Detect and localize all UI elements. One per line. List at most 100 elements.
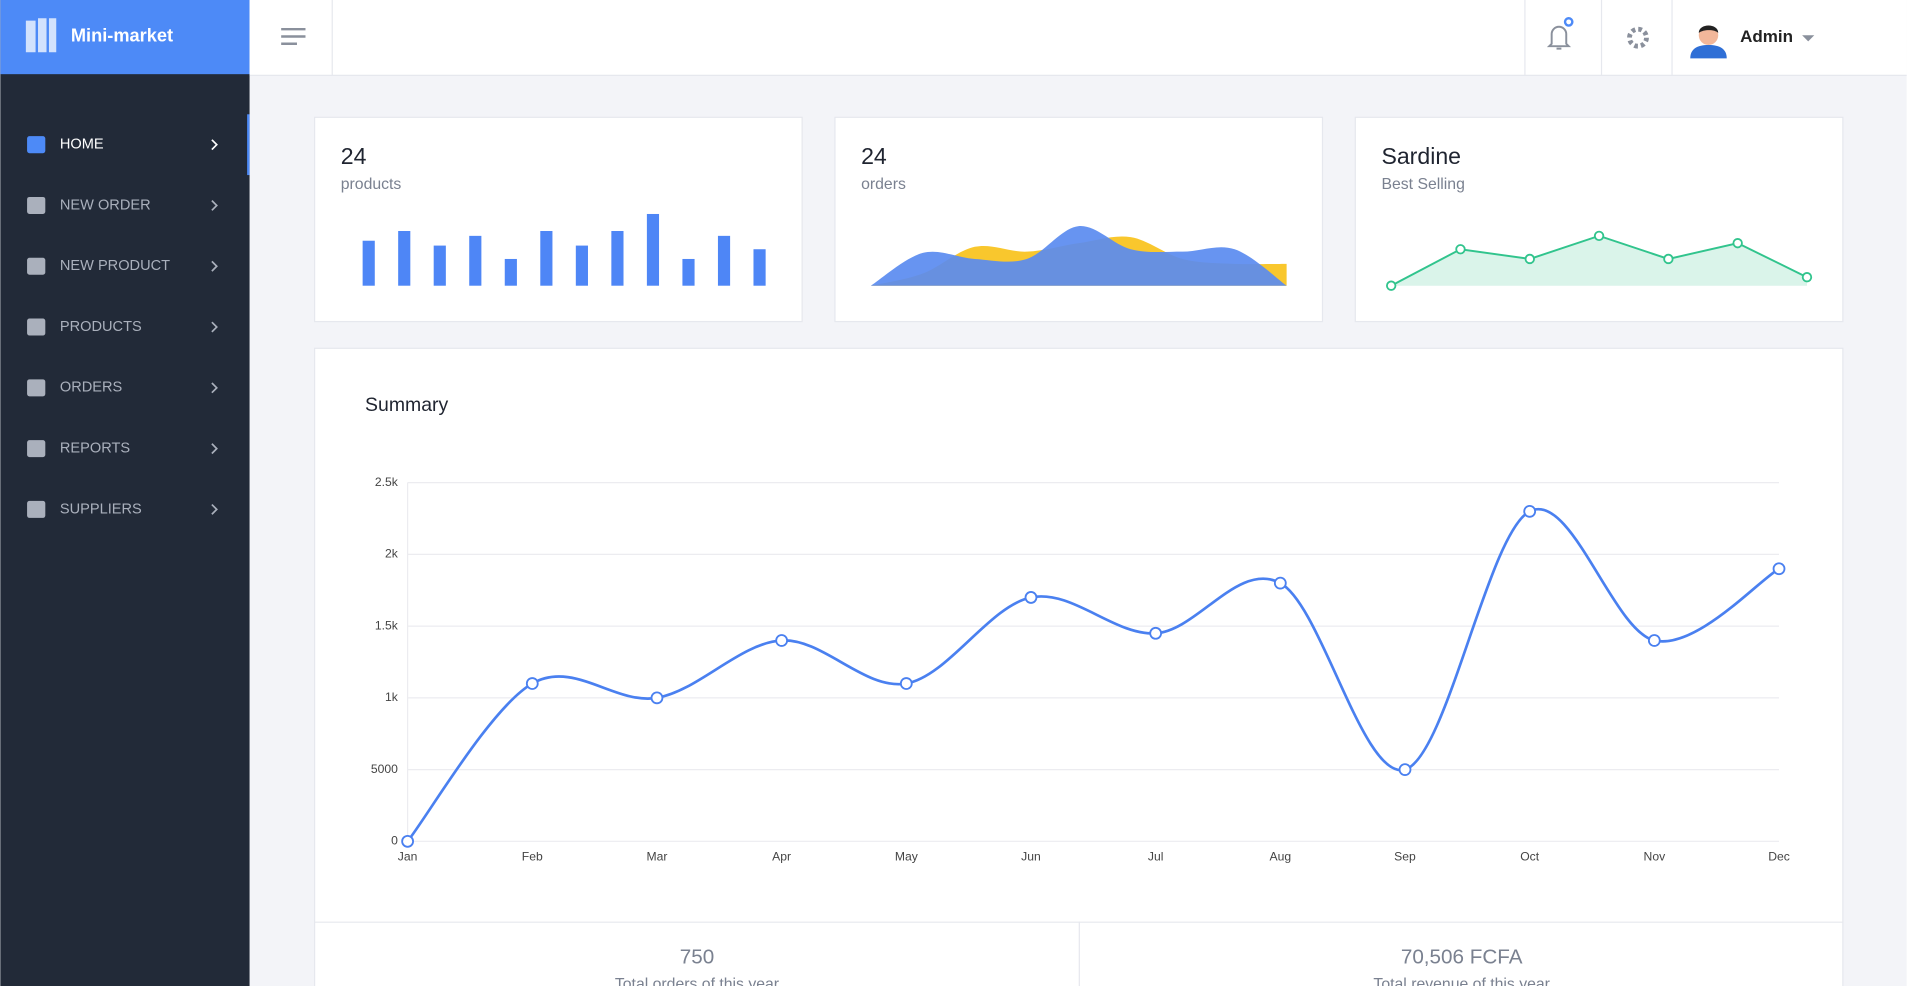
summary-title: Summary	[365, 394, 448, 416]
nav-chevron[interactable]	[211, 382, 218, 394]
nav-icon[interactable]	[27, 196, 46, 214]
point	[1524, 253, 1535, 265]
point	[1663, 253, 1674, 265]
point[interactable]	[1647, 634, 1661, 647]
x-tick-label: May	[895, 849, 919, 863]
point[interactable]	[899, 677, 913, 690]
point[interactable]	[1772, 562, 1786, 576]
y-tick-label: 0	[391, 834, 398, 848]
point	[1593, 230, 1605, 242]
bar	[504, 258, 517, 286]
bar	[398, 230, 411, 286]
area-fill	[1391, 235, 1807, 286]
stat-label: Total revenue of this year	[1373, 976, 1550, 986]
nav-chevron[interactable]	[211, 200, 218, 211]
nav-item[interactable]: NEW ORDER	[60, 197, 151, 213]
point[interactable]	[1523, 504, 1537, 518]
point[interactable]	[1024, 591, 1038, 604]
point[interactable]	[775, 634, 789, 647]
area	[870, 226, 1287, 286]
y-tick-label: 1k	[385, 690, 399, 704]
y-tick-label: 1.5k	[375, 618, 399, 632]
stat-value: 70,506 FCFA	[1401, 945, 1523, 968]
x-tick-label: Sep	[1394, 849, 1416, 863]
x-tick-label: Jun	[1021, 849, 1041, 863]
nav-icon[interactable]	[27, 136, 46, 154]
user-name[interactable]: Admin	[1740, 27, 1793, 46]
x-tick-label: Mar	[646, 849, 667, 863]
point	[1732, 237, 1743, 249]
bar	[717, 235, 731, 286]
nav-item[interactable]: ORDERS	[60, 380, 123, 396]
brand-logo	[25, 18, 57, 53]
bar	[753, 249, 766, 286]
user-dropdown[interactable]	[1802, 35, 1815, 42]
nav-icon[interactable]	[27, 257, 46, 275]
card-subtitle: Best Selling	[1381, 176, 1464, 193]
stat-label: Total orders of this year	[615, 976, 779, 986]
point[interactable]	[1149, 626, 1163, 640]
active-indicator	[247, 114, 250, 176]
bar	[682, 258, 695, 286]
card-title: 24	[341, 143, 367, 169]
point	[1455, 244, 1466, 255]
point[interactable]	[401, 834, 414, 848]
point[interactable]	[525, 677, 539, 690]
bar	[646, 213, 660, 286]
point[interactable]	[1273, 576, 1287, 590]
nav-item[interactable]: REPORTS	[60, 440, 130, 456]
card-subtitle: products	[341, 176, 402, 193]
stat-card	[834, 116, 1324, 323]
y-tick-label: 5000	[371, 762, 398, 776]
bar	[611, 230, 624, 286]
nav-icon[interactable]	[27, 440, 46, 458]
bar	[540, 230, 553, 286]
nav-icon[interactable]	[27, 318, 46, 336]
point	[1386, 280, 1397, 291]
nav-item[interactable]: SUPPLIERS	[60, 501, 142, 517]
x-tick-label: Nov	[1644, 849, 1667, 863]
avatar[interactable]	[1690, 25, 1727, 59]
card-title: Sardine	[1381, 143, 1461, 169]
x-tick-label: Aug	[1270, 849, 1292, 863]
x-tick-label: Apr	[772, 849, 791, 863]
nav-item[interactable]: NEW PRODUCT	[60, 258, 170, 274]
nav-item[interactable]: PRODUCTS	[60, 319, 142, 335]
sidebar	[0, 0, 250, 986]
point[interactable]	[1398, 763, 1412, 776]
nav-chevron[interactable]	[211, 503, 218, 515]
notifications-icon[interactable]	[1546, 25, 1572, 50]
line	[406, 507, 1780, 843]
nav-chevron[interactable]	[211, 139, 218, 151]
header	[249, 0, 1907, 76]
notification-dot	[1563, 17, 1574, 27]
menu-toggle[interactable]	[281, 27, 306, 45]
y-tick-label: 2.5k	[375, 475, 399, 489]
point[interactable]	[650, 691, 664, 705]
point	[1801, 272, 1813, 283]
nav-chevron[interactable]	[211, 321, 218, 333]
x-tick-label: Jan	[398, 849, 418, 863]
nav-icon[interactable]	[27, 500, 46, 518]
bar	[575, 245, 588, 286]
nav-chevron[interactable]	[211, 443, 218, 455]
brand-name: Mini-market	[71, 24, 173, 45]
header-separators	[331, 0, 1673, 76]
stat-card	[313, 116, 803, 323]
x-tick-label: Oct	[1520, 849, 1540, 863]
x-tick-label: Feb	[522, 849, 543, 863]
nav-item[interactable]: HOME	[60, 137, 104, 153]
card-title: 24	[861, 143, 887, 169]
nav-icon[interactable]	[27, 379, 46, 397]
x-tick-label: Dec	[1768, 849, 1790, 863]
stat-value: 750	[680, 945, 714, 968]
bar	[433, 245, 446, 286]
bar	[469, 235, 482, 286]
settings-icon[interactable]	[1627, 26, 1649, 49]
bar	[362, 240, 375, 286]
stat-card	[1354, 116, 1844, 323]
x-tick-label: Jul	[1148, 849, 1164, 863]
nav-chevron[interactable]	[211, 260, 218, 272]
